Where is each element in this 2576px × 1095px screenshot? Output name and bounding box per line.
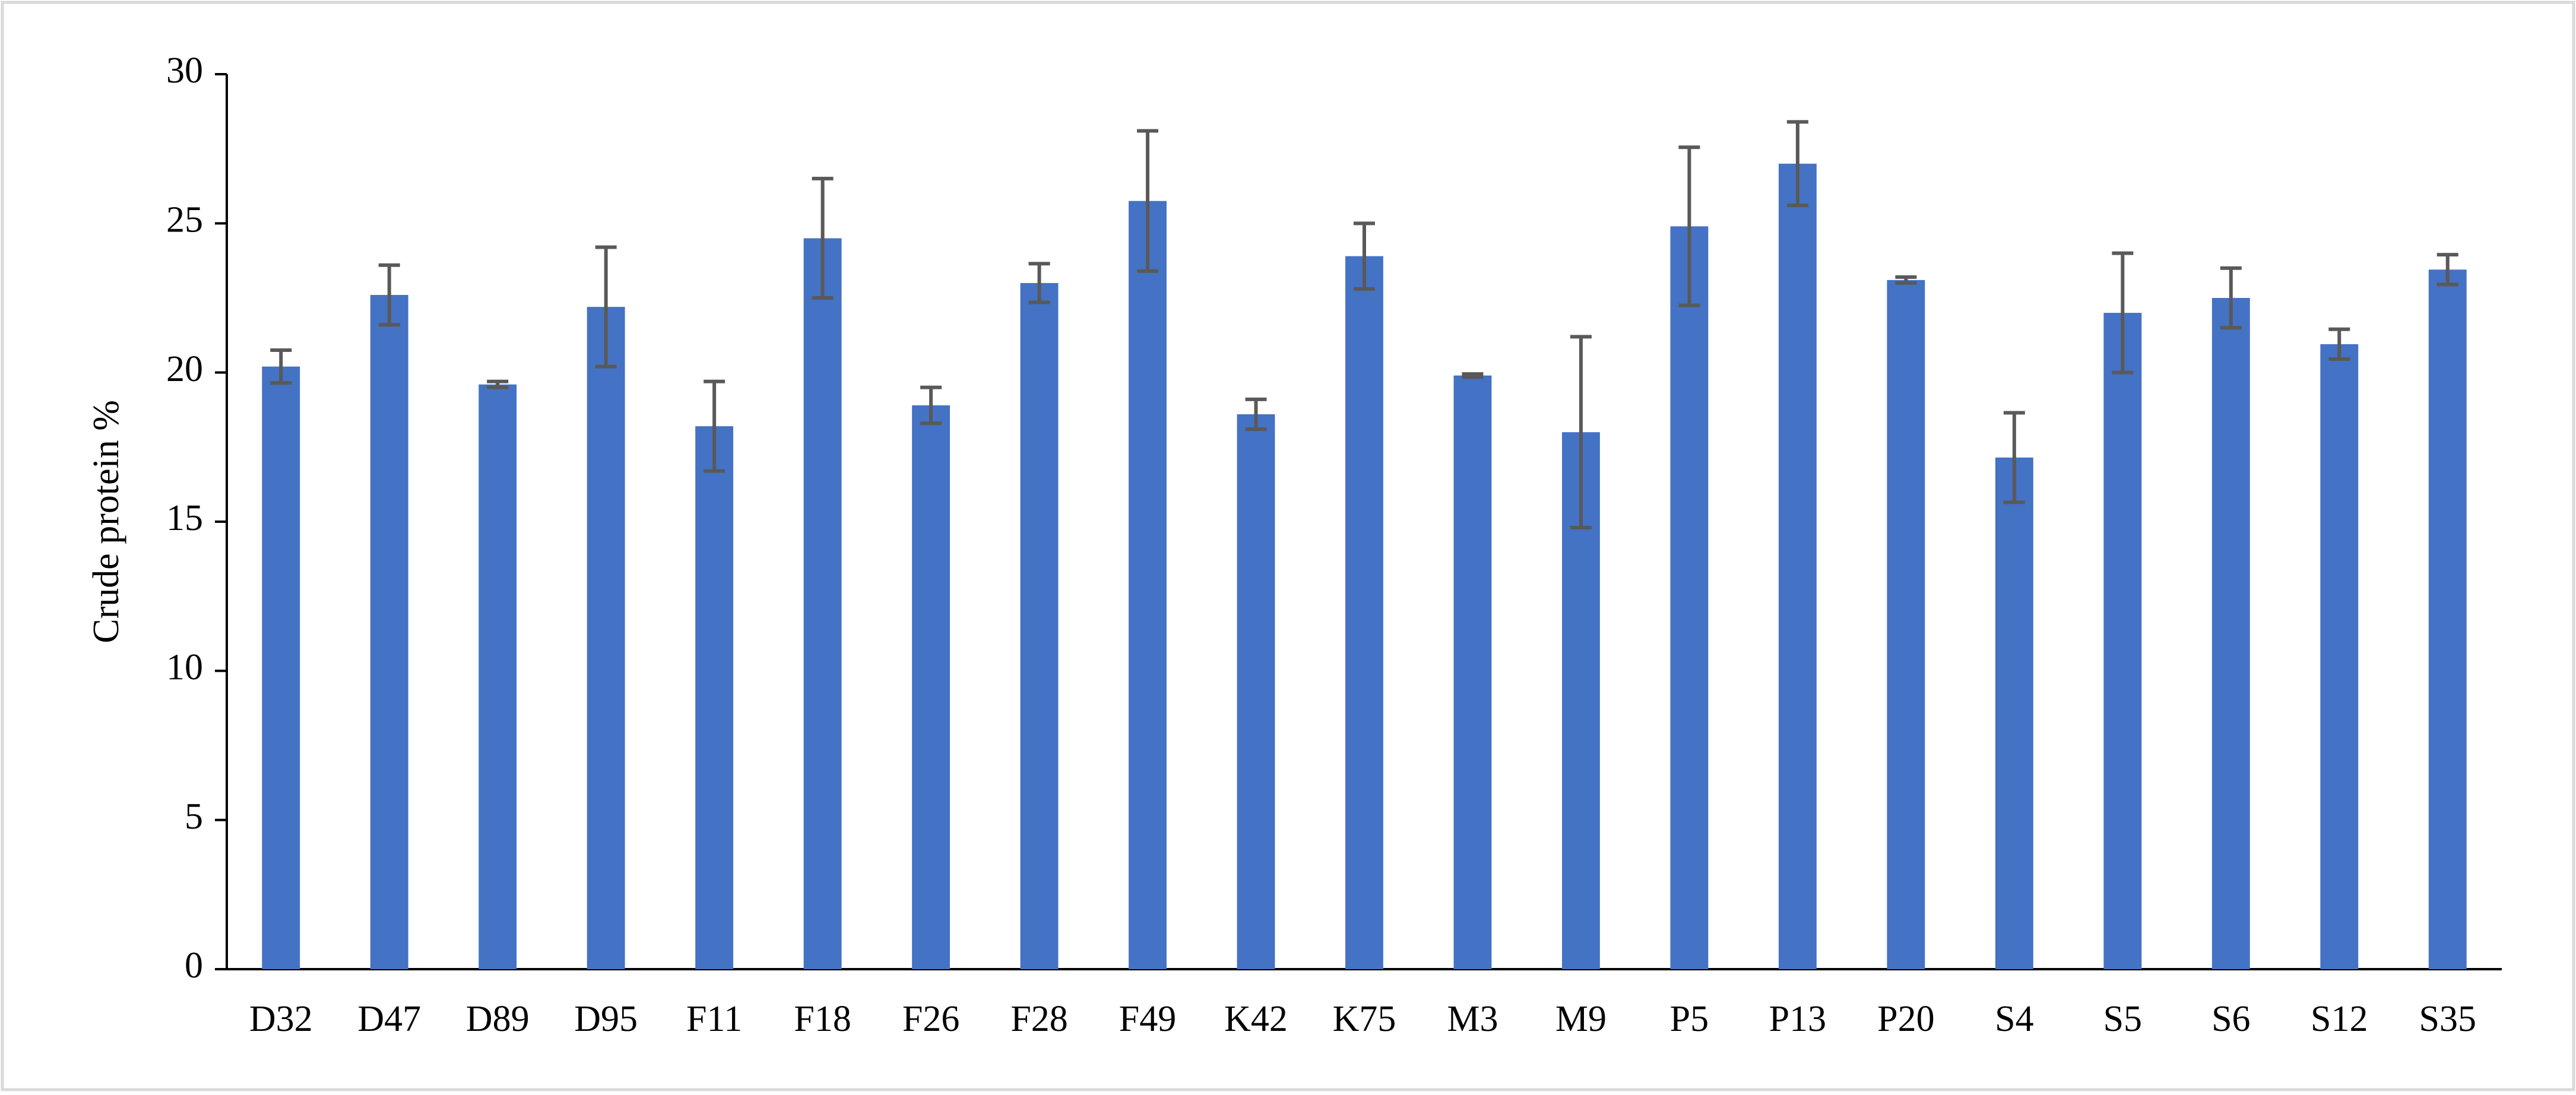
error-bar: [920, 385, 942, 426]
x-tick-label: S12: [2311, 999, 2368, 1039]
error-bar: [1462, 372, 1484, 379]
x-tick-label: S35: [2419, 999, 2476, 1039]
y-tick-label: 5: [185, 796, 203, 837]
error-bar: [1895, 275, 1917, 285]
x-tick-label: F49: [1119, 999, 1176, 1039]
error-bar: [595, 245, 617, 369]
bar: [695, 426, 734, 969]
bar: [2320, 344, 2359, 969]
bar: [262, 366, 300, 969]
error-bar: [1028, 262, 1050, 304]
x-tick-label: P5: [1670, 999, 1709, 1039]
x-tick-label: M3: [1447, 999, 1498, 1039]
error-bar: [1678, 145, 1700, 307]
x-tick-label: M9: [1555, 999, 1607, 1039]
error-bar: [1137, 129, 1159, 273]
bar: [2103, 313, 2142, 970]
error-bar: [2112, 251, 2134, 374]
error-bar: [2328, 327, 2350, 361]
bar: [479, 384, 517, 969]
error-bar: [812, 176, 834, 300]
y-tick-label: 15: [166, 498, 203, 538]
x-tick-label: D95: [574, 999, 638, 1039]
error-bar: [378, 263, 400, 327]
error-bar: [270, 348, 292, 385]
bar: [370, 294, 408, 969]
x-tick-label: S6: [2211, 999, 2250, 1039]
bar: [1778, 163, 1817, 969]
bar: [803, 238, 842, 969]
x-tick-label: F26: [902, 999, 959, 1039]
error-bar: [2436, 253, 2458, 287]
bar: [2428, 269, 2467, 969]
error-bar: [2220, 266, 2242, 330]
bar: [1670, 226, 1709, 969]
x-tick-label: D32: [249, 999, 313, 1039]
error-bar: [1245, 397, 1267, 431]
x-tick-label: F28: [1010, 999, 1067, 1039]
y-tick-label: 25: [166, 200, 203, 240]
x-tick-label: P20: [1877, 999, 1934, 1039]
x-tick-label: F18: [794, 999, 851, 1039]
bar: [1129, 201, 1167, 970]
x-tick-label: D89: [466, 999, 530, 1039]
error-bar: [704, 379, 725, 473]
x-tick-label: D47: [357, 999, 421, 1039]
bar: [1020, 283, 1059, 969]
error-bar: [1570, 335, 1592, 530]
error-bar: [2003, 411, 2025, 504]
bar: [1453, 375, 1492, 969]
bar: [1887, 280, 1925, 970]
bar: [912, 405, 950, 969]
y-tick-label: 30: [166, 50, 203, 91]
bar: [2211, 298, 2250, 969]
y-tick-label: 20: [166, 349, 203, 389]
error-bar: [487, 379, 509, 389]
bar: [1995, 457, 2033, 969]
error-bar: [1354, 221, 1375, 291]
x-tick-label: S5: [2103, 999, 2142, 1039]
x-tick-label: P13: [1769, 999, 1826, 1039]
error-bar: [1786, 120, 1808, 208]
bar: [1237, 414, 1275, 969]
bar: [1345, 256, 1383, 969]
x-tick-label: K75: [1333, 999, 1396, 1039]
x-tick-label: F11: [686, 999, 742, 1039]
y-axis-title: Crude protein %: [86, 400, 126, 643]
y-tick-label: 0: [185, 945, 203, 986]
y-tick-label: 10: [166, 648, 203, 688]
bar: [587, 307, 625, 969]
x-tick-label: K42: [1224, 999, 1288, 1039]
x-tick-label: S4: [1995, 999, 2033, 1039]
